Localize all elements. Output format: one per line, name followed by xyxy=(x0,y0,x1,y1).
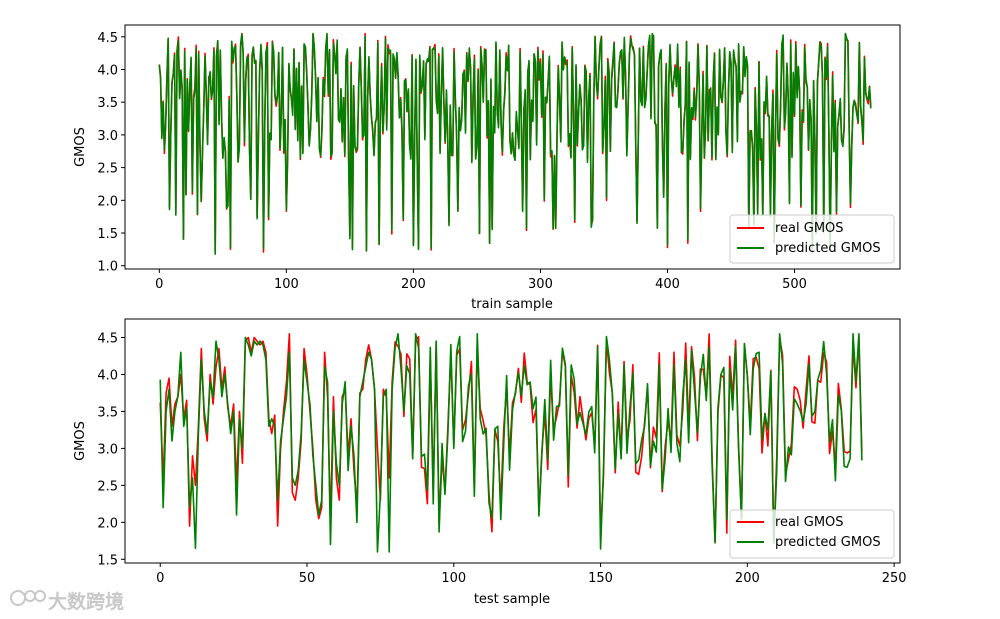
test-x-ticks: 0 50 100 150 200 250 xyxy=(156,563,907,586)
test-x-tick-label: 250 xyxy=(882,571,907,586)
test-x-tick-label: 200 xyxy=(735,571,760,586)
test-x-tick-label: 0 xyxy=(156,571,164,586)
test-legend-real-label: real GMOS xyxy=(775,515,844,530)
test-y-tick-label: 4.0 xyxy=(97,368,118,383)
train-y-tick-label: 2.0 xyxy=(97,194,118,209)
train-x-tick-label: 300 xyxy=(528,277,553,292)
test-y-tick-label: 2.5 xyxy=(97,479,118,494)
test-y-ticks: 1.5 2.0 2.5 3.0 3.5 4.0 4.5 xyxy=(97,331,125,568)
train-x-tick-label: 200 xyxy=(401,277,426,292)
train-legend-pred-label: predicted GMOS xyxy=(775,241,881,256)
train-legend-box xyxy=(729,214,895,264)
train-legend: real GMOS predicted GMOS xyxy=(729,214,895,264)
test-y-tick-label: 4.5 xyxy=(97,331,118,346)
test-legend-pred-label: predicted GMOS xyxy=(775,535,881,550)
train-axes-frame xyxy=(124,24,901,270)
train-x-tick-label: 500 xyxy=(782,277,807,292)
train-x-tick-label: 100 xyxy=(274,277,299,292)
watermark: 大数跨境 xyxy=(10,590,124,613)
test-y-tick-label: 3.5 xyxy=(97,405,118,420)
train-legend-real-label: real GMOS xyxy=(775,221,844,236)
train-y-tick-label: 3.0 xyxy=(97,129,118,144)
test-x-tick-label: 100 xyxy=(441,571,466,586)
test-x-tick-label: 150 xyxy=(588,571,613,586)
train-y-tick-label: 1.0 xyxy=(97,260,118,275)
test-y-axis-label: GMOS xyxy=(73,421,88,461)
train-subplot: 0 100 200 300 400 500 1.0 1.5 2.0 2.5 3.0 3.5 4.0 4.… xyxy=(73,24,901,312)
test-series-lines xyxy=(159,332,863,553)
test-y-tick-label: 1.5 xyxy=(97,553,118,568)
test-x-axis-label: test sample xyxy=(474,592,550,607)
test-axes-frame xyxy=(124,318,901,564)
train-x-ticks: 0 100 200 300 400 500 xyxy=(155,269,807,292)
test-y-tick-label: 3.0 xyxy=(97,442,118,457)
train-y-tick-label: 3.5 xyxy=(97,96,118,111)
test-legend-box xyxy=(729,509,895,559)
train-y-tick-label: 4.5 xyxy=(97,31,118,46)
train-series-lines xyxy=(158,32,872,255)
train-y-axis-label: GMOS xyxy=(73,127,88,167)
train-x-tick-label: 400 xyxy=(655,277,680,292)
train-y-tick-label: 1.5 xyxy=(97,227,118,242)
watermark-logo-icon xyxy=(10,590,46,606)
test-subplot: 0 50 100 150 200 250 1.5 2.0 2.5 3.0 3.5 4.0 4.5 te… xyxy=(73,318,907,607)
train-y-tick-label: 2.5 xyxy=(97,162,118,177)
train-x-axis-label: train sample xyxy=(471,297,553,312)
test-predicted-gmos-line xyxy=(159,332,863,553)
train-y-ticks: 1.0 1.5 2.0 2.5 3.0 3.5 4.0 4.5 xyxy=(97,31,125,275)
test-y-tick-label: 2.0 xyxy=(97,516,118,531)
test-x-tick-label: 50 xyxy=(299,571,316,586)
train-y-tick-label: 4.0 xyxy=(97,63,118,78)
watermark-text: 大数跨境 xyxy=(48,590,124,613)
test-legend: real GMOS predicted GMOS xyxy=(729,509,895,559)
train-x-tick-label: 0 xyxy=(155,277,163,292)
train-predicted-gmos-line xyxy=(158,32,872,255)
